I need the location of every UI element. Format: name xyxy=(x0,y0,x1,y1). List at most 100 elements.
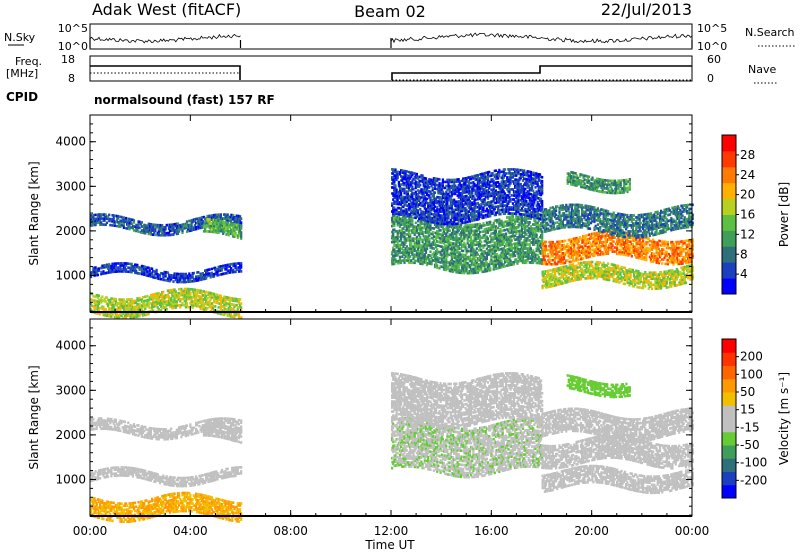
echo-cell xyxy=(157,307,160,311)
echo-cell xyxy=(407,231,411,234)
echo-cell xyxy=(110,315,113,318)
echo-cell xyxy=(413,172,416,175)
echo-cell xyxy=(202,215,206,219)
echo-cell xyxy=(234,299,237,303)
echo-cell xyxy=(130,314,133,317)
echo-cell xyxy=(197,303,200,306)
echo-cell xyxy=(170,297,173,300)
echo-cell xyxy=(482,214,485,217)
echo-cell xyxy=(407,217,411,220)
echo-cell xyxy=(415,225,418,229)
echo-cell xyxy=(118,270,121,273)
echo-cell xyxy=(232,299,235,302)
echo-cell xyxy=(195,296,198,300)
echo-cell xyxy=(514,254,517,258)
echo-cell xyxy=(90,273,93,276)
echo-cell xyxy=(170,229,173,233)
echo-cell xyxy=(152,225,155,228)
echo-cell xyxy=(512,260,516,264)
echo-cell xyxy=(112,303,115,307)
echo-cell xyxy=(403,233,406,236)
echo-cell xyxy=(201,297,204,301)
echo-cell xyxy=(119,300,122,303)
echo-cell xyxy=(418,254,421,257)
echo-cell xyxy=(183,224,186,228)
echo-cell xyxy=(153,295,156,298)
echo-cell xyxy=(497,226,500,230)
echo-cell xyxy=(420,244,423,247)
echo-cell xyxy=(105,263,108,267)
echo-cell xyxy=(144,223,147,227)
echo-cell xyxy=(430,262,433,266)
echo-cell xyxy=(233,229,236,232)
echo-cell xyxy=(165,295,168,299)
echo-cell xyxy=(105,296,108,299)
echo-cell xyxy=(433,191,437,194)
echo-cell xyxy=(146,224,149,227)
echo-cell xyxy=(407,221,411,224)
echo-cell xyxy=(164,227,167,231)
echo-cell xyxy=(421,246,424,250)
echo-cell xyxy=(240,264,243,267)
echo-cell xyxy=(234,264,237,267)
echo-cell xyxy=(209,218,212,221)
echo-cell xyxy=(104,312,107,315)
echo-cell xyxy=(113,220,116,223)
echo-cell xyxy=(100,272,103,276)
echo-cell xyxy=(163,230,166,233)
echo-cell xyxy=(471,219,474,223)
echo-cell xyxy=(161,293,164,296)
echo-cell xyxy=(484,209,487,213)
echo-cell xyxy=(129,316,132,319)
echo-cell xyxy=(161,307,164,310)
echo-cell xyxy=(232,227,235,230)
echo-cell xyxy=(195,277,198,280)
echo-cell xyxy=(121,302,124,305)
echo-cell xyxy=(193,304,196,308)
echo-cell xyxy=(217,267,220,271)
echo-cell xyxy=(430,212,433,216)
echo-cell xyxy=(127,225,130,229)
echo-cell xyxy=(236,308,239,311)
echo-cell xyxy=(209,222,212,225)
echo-cell xyxy=(181,223,184,226)
echo-cell xyxy=(101,295,104,298)
echo-cell xyxy=(163,296,166,299)
echo-cell xyxy=(123,266,127,269)
echo-cell xyxy=(108,213,111,217)
echo-cell xyxy=(152,309,155,313)
echo-cell xyxy=(438,178,441,181)
echo-cell xyxy=(127,223,130,227)
echo-cell xyxy=(240,233,243,236)
echo-cell xyxy=(181,289,184,293)
echo-cell xyxy=(393,230,396,233)
echo-cell xyxy=(114,220,117,224)
echo-cell xyxy=(429,250,432,253)
echo-cell xyxy=(407,253,411,256)
echo-cell xyxy=(419,207,422,211)
echo-cell xyxy=(183,291,186,295)
echo-cell xyxy=(91,304,94,308)
echo-cell xyxy=(157,299,160,303)
echo-cell xyxy=(410,215,413,218)
echo-cell xyxy=(136,228,139,231)
echo-cell xyxy=(400,223,403,226)
echo-cell xyxy=(237,262,241,265)
echo-cell xyxy=(111,264,114,268)
echo-cell xyxy=(140,272,143,276)
echo-cell xyxy=(91,220,94,223)
echo-cell xyxy=(175,302,178,305)
echo-cell xyxy=(129,268,132,272)
echo-cell xyxy=(119,304,122,307)
echo-cell xyxy=(201,299,204,303)
echo-cell xyxy=(195,294,198,298)
echo-cell xyxy=(173,288,176,291)
echo-cell xyxy=(428,260,431,263)
echo-cell xyxy=(118,302,121,305)
echo-cell xyxy=(122,266,125,269)
echo-cell xyxy=(139,230,142,234)
echo-cell xyxy=(181,229,184,232)
echo-cell xyxy=(109,315,112,318)
echo-cell xyxy=(127,217,130,221)
